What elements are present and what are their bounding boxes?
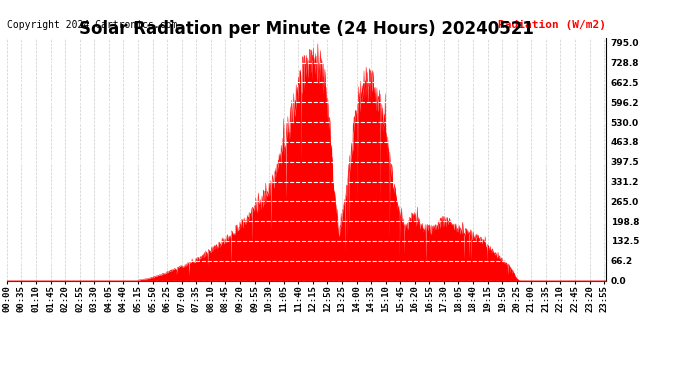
Text: Copyright 2024 Cartronics.com: Copyright 2024 Cartronics.com: [7, 20, 177, 30]
Text: Radiation (W/m2): Radiation (W/m2): [497, 20, 606, 30]
Title: Solar Radiation per Minute (24 Hours) 20240521: Solar Radiation per Minute (24 Hours) 20…: [79, 20, 534, 38]
